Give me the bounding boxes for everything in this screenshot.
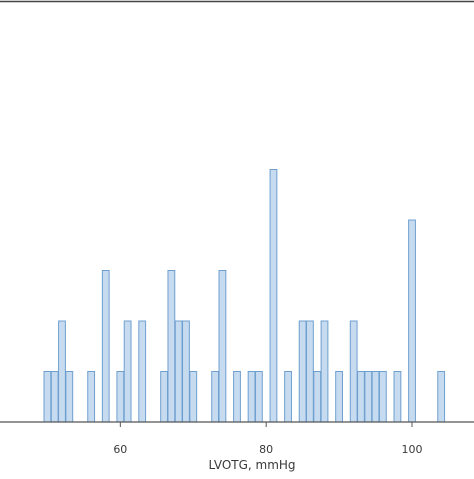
x-tick-label: 60 — [113, 443, 127, 456]
histogram-bar — [247, 371, 256, 423]
histogram-bar — [306, 320, 314, 423]
histogram-bar — [408, 219, 416, 423]
histogram-bar — [182, 320, 190, 423]
histogram-bar — [371, 371, 380, 423]
histogram-bar — [138, 320, 147, 423]
histogram-bar — [101, 270, 110, 423]
x-tick-label: 100 — [402, 443, 423, 456]
x-tick-label: 80 — [259, 443, 273, 456]
histogram-bar — [233, 371, 241, 423]
histogram-bar — [284, 371, 292, 423]
histogram-bar — [320, 320, 329, 423]
histogram-bar — [349, 320, 358, 423]
histogram-bar — [211, 371, 220, 423]
histogram-bar — [378, 371, 387, 423]
histogram-bar — [437, 371, 446, 423]
histogram-bar — [298, 320, 307, 423]
histogram-bar — [254, 371, 263, 423]
histogram-bar — [58, 320, 66, 423]
histogram-bar — [174, 320, 183, 423]
histogram-bar — [357, 371, 365, 423]
histogram-bar — [65, 371, 74, 423]
x-ticks: 60 80 100 — [113, 422, 423, 456]
histogram-bar — [269, 169, 278, 423]
x-axis-title: LVOTG, mmHg — [208, 458, 295, 472]
histogram-bar — [116, 371, 125, 423]
histogram-bar — [43, 371, 52, 423]
bars-layer — [43, 169, 446, 423]
histogram-bar — [364, 371, 373, 423]
histogram-bar — [123, 320, 132, 423]
histogram-bar — [167, 270, 176, 423]
histogram-bar — [313, 371, 322, 423]
histogram-bar — [87, 371, 96, 423]
histogram-bar — [393, 371, 402, 423]
histogram-bar — [335, 371, 343, 423]
histogram-bar — [218, 270, 227, 423]
histogram-bar — [50, 371, 59, 423]
histogram-bar — [189, 371, 198, 423]
histogram-bar — [160, 371, 168, 423]
